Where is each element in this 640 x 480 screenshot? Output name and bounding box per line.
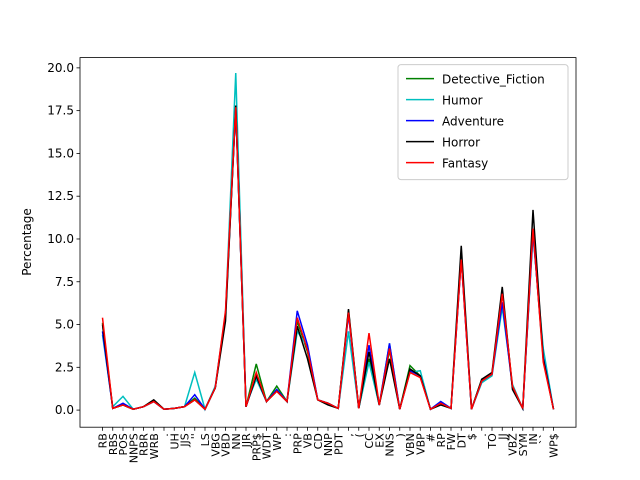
- y-tick-label: 0.0: [55, 403, 74, 417]
- x-tick-label: RBS: [107, 433, 120, 455]
- x-tick-label: FW: [445, 433, 458, 450]
- x-tick-label: JJ: [496, 433, 509, 441]
- x-tick-label: VBG: [209, 433, 222, 456]
- x-tick-label: NN: [230, 433, 243, 449]
- legend-label: Detective_Fiction: [442, 73, 545, 87]
- x-tick-label: TO: [486, 433, 499, 450]
- x-tick-label: LS: [199, 433, 212, 446]
- x-tick-label: WDT: [261, 433, 274, 459]
- legend-box: [397, 64, 569, 181]
- y-tick-label: 7.5: [55, 275, 74, 289]
- x-tick-label: PDT: [332, 433, 345, 455]
- x-tick-label: CD: [312, 433, 325, 449]
- y-tick-label: 12.5: [47, 189, 74, 203]
- legend-label: Humor: [442, 94, 483, 108]
- x-tick-label: IN: [527, 433, 540, 444]
- x-tick-label: CC: [363, 433, 376, 449]
- x-tick-label: JJS: [179, 433, 192, 447]
- legend-label: Fantasy: [442, 157, 488, 171]
- y-tick-label: 10.0: [47, 232, 74, 246]
- legend-label: Adventure: [442, 115, 504, 129]
- x-tick-label: POS: [117, 433, 130, 455]
- x-tick-label: PRP: [291, 433, 304, 454]
- x-tick-label: WRB: [148, 433, 161, 459]
- x-tick-label: VBZ: [507, 433, 520, 456]
- x-tick-label: $: [466, 433, 479, 440]
- y-tick-label: 2.5: [55, 360, 74, 374]
- x-tick-label: JJR: [240, 433, 253, 448]
- x-tick-label: .: [476, 433, 489, 437]
- x-tick-label: RP: [435, 433, 448, 448]
- plot-frame: [79, 57, 577, 428]
- x-tick-label: VBD: [220, 433, 233, 457]
- x-tick-label: (: [353, 433, 366, 437]
- x-tick-label: DT: [455, 433, 468, 448]
- legend-label: Horror: [442, 136, 480, 150]
- x-tick-label: NNP: [322, 433, 335, 456]
- y-tick-label: 15.0: [47, 146, 74, 160]
- x-tick-label: WP: [271, 433, 284, 451]
- x-tick-label: '': [189, 433, 202, 439]
- line-series: [101, 107, 555, 411]
- x-tick-label: NNS: [384, 433, 397, 456]
- y-tick-label: 17.5: [47, 104, 74, 118]
- x-tick-label: .: [158, 433, 171, 437]
- x-tick-label: VB: [302, 433, 315, 448]
- x-tick-label: RB: [97, 433, 110, 448]
- x-tick-label: #: [425, 433, 438, 442]
- x-tick-label: SYM: [517, 433, 530, 456]
- x-tick-label: WP$: [548, 433, 561, 458]
- x-tick-label: NNPS: [127, 433, 140, 463]
- x-tick-label: ,: [343, 433, 356, 437]
- x-tick-label: ): [394, 433, 407, 437]
- x-tick-label: VBP: [414, 433, 427, 455]
- x-tick-label: VBN: [404, 433, 417, 456]
- y-tick-label: 5.0: [55, 318, 74, 332]
- x-tick-label: EX: [373, 433, 386, 448]
- x-tick-label: UH: [168, 433, 181, 449]
- x-tick-label: RBR: [138, 433, 151, 456]
- x-tick-label: PRP$: [250, 433, 263, 461]
- y-axis-label: Percentage: [20, 208, 34, 276]
- y-tick-label: 20.0: [47, 61, 74, 75]
- x-tick-label: :: [281, 433, 294, 437]
- x-tick-label: ``: [537, 433, 550, 444]
